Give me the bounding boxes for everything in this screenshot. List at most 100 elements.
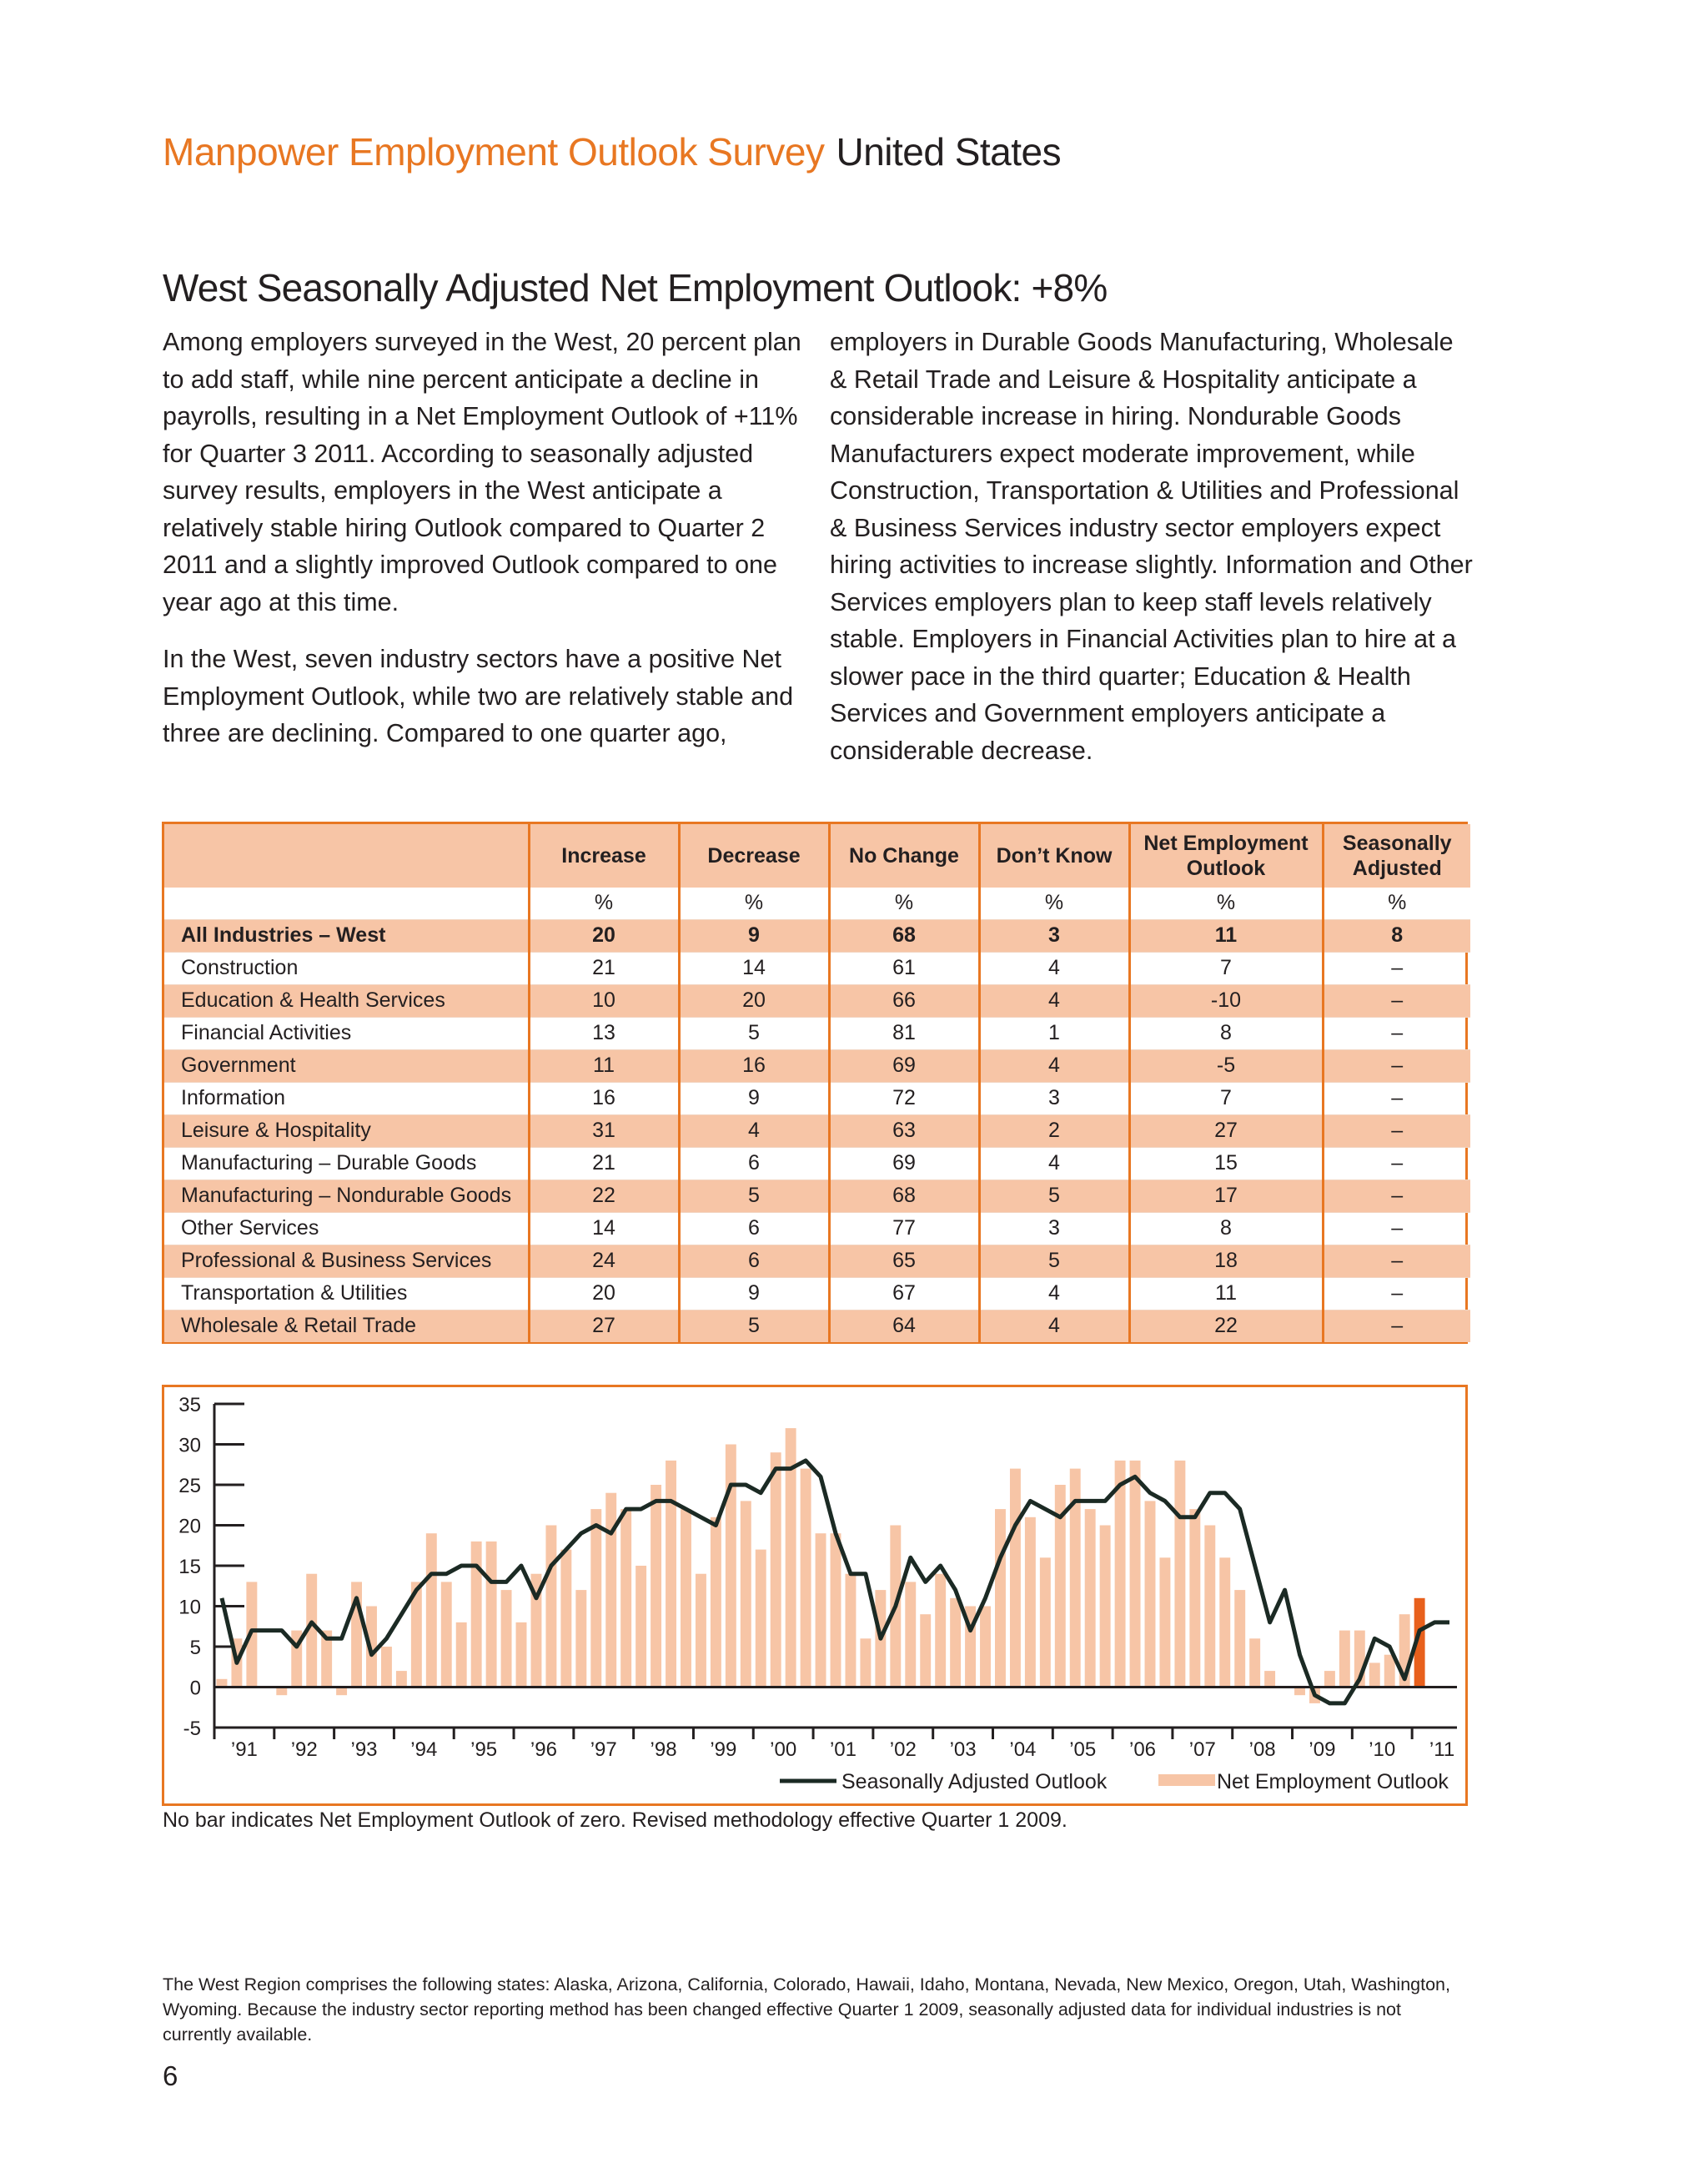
y-tick-label: 30 — [178, 1435, 201, 1457]
table-cell: 4 — [977, 1049, 1129, 1082]
column-header: Decrease — [677, 824, 829, 888]
table-cell: 11 — [1128, 1276, 1323, 1310]
table-cell: 5 — [677, 1309, 829, 1342]
unit-cell: % — [977, 888, 1129, 919]
y-tick-label: 35 — [178, 1394, 201, 1416]
table-cell: 6 — [677, 1146, 829, 1180]
bar — [500, 1590, 512, 1688]
bar — [1174, 1460, 1186, 1688]
bar — [755, 1549, 766, 1688]
table-cell: 69 — [827, 1146, 979, 1180]
bar — [336, 1687, 348, 1696]
x-tick-label: ’09 — [1309, 1738, 1335, 1761]
unit-cell: % — [677, 888, 829, 919]
bar — [950, 1597, 962, 1688]
table-row: Wholesale & Retail Trade 27 5 64 4 22– — [164, 1309, 1470, 1342]
table-cell: 77 — [827, 1211, 979, 1245]
legend-label: Net Employment Outlook — [1217, 1770, 1449, 1793]
unit-cell: % — [827, 888, 979, 919]
table-cell: 7 — [1128, 951, 1323, 984]
bar — [1264, 1671, 1276, 1688]
bar — [1189, 1509, 1201, 1688]
table-cell: 20 — [527, 1276, 679, 1310]
bar — [216, 1678, 228, 1688]
bar — [306, 1573, 318, 1688]
table-cell: -5 — [1128, 1049, 1323, 1082]
table-cell: 4 — [977, 983, 1129, 1017]
x-tick-label: ’00 — [770, 1738, 796, 1761]
table-row: Other Services 14 6 77 3 8– — [164, 1211, 1470, 1245]
row-label: Transportation & Utilities — [164, 1276, 529, 1310]
bar — [1009, 1468, 1021, 1688]
bar — [1099, 1525, 1111, 1688]
bar — [1204, 1525, 1216, 1688]
bar — [1294, 1687, 1305, 1696]
unit-cell — [164, 888, 529, 919]
bar — [276, 1687, 288, 1696]
x-tick-label: ’96 — [530, 1738, 557, 1761]
bar — [1054, 1485, 1066, 1688]
chart-svg: 35 30 25 20 15 10 5 0 -5 ’91 ’92 ’93 ’94 ’95 ’96 ’97 ’98… — [178, 1394, 1457, 1793]
bar — [455, 1622, 467, 1688]
table-cell: – — [1321, 1016, 1470, 1049]
x-tick-label: ’08 — [1249, 1738, 1276, 1761]
unit-cell: % — [1128, 888, 1323, 919]
table-cell: – — [1321, 1179, 1470, 1212]
unit-cell: % — [1321, 888, 1470, 919]
body-paragraph: Among employers surveyed in the West, 20… — [163, 328, 801, 616]
table-cell: 68 — [827, 1179, 979, 1212]
column-header: No Change — [827, 824, 979, 888]
bar — [1219, 1557, 1231, 1688]
table-cell: 4 — [977, 1309, 1129, 1342]
bar — [1069, 1468, 1081, 1688]
table-cell: 20 — [527, 918, 679, 952]
bar — [830, 1533, 841, 1688]
table-units-row: % % % % % % — [164, 888, 1470, 919]
bar — [485, 1541, 497, 1688]
table-cell: 7 — [1128, 1081, 1323, 1114]
table-cell: 69 — [827, 1049, 979, 1082]
table-cell: 18 — [1128, 1244, 1323, 1277]
bar — [1114, 1460, 1126, 1688]
table-cell: 3 — [977, 918, 1129, 952]
table-row: Information 16 9 72 3 7– — [164, 1081, 1470, 1114]
y-tick-label: 10 — [178, 1597, 201, 1619]
bar — [1384, 1654, 1395, 1688]
table-cell: 31 — [527, 1114, 679, 1147]
row-label: Education & Health Services — [164, 983, 529, 1017]
bar — [815, 1533, 826, 1688]
bar — [425, 1533, 437, 1688]
column-header: Increase — [527, 824, 679, 888]
x-tick-label: ’11 — [1429, 1738, 1454, 1761]
table-cell: 81 — [827, 1016, 979, 1049]
bar — [725, 1444, 736, 1688]
footnote: The West Region comprises the following … — [163, 1974, 1450, 2045]
bar — [1039, 1557, 1051, 1688]
bar — [860, 1638, 872, 1688]
table-cell: – — [1321, 983, 1470, 1017]
bar — [770, 1452, 781, 1688]
bar — [1084, 1509, 1096, 1688]
row-label: Manufacturing – Nondurable Goods — [164, 1179, 529, 1212]
column-header: Seasonally Adjusted — [1321, 824, 1470, 888]
unit-cell: % — [527, 888, 679, 919]
table-row: Professional & Business Services 24 6 65 5 18… — [164, 1244, 1470, 1277]
table-row: Manufacturing – Nondurable Goods 22 5 68 5 17… — [164, 1179, 1470, 1212]
table-cell: 72 — [827, 1081, 979, 1114]
bar — [575, 1590, 587, 1688]
bar — [620, 1509, 632, 1688]
bar — [1414, 1597, 1425, 1688]
bar — [1234, 1590, 1246, 1688]
table-row: All Industries – West 20 9 68 3 11 8 — [164, 918, 1470, 952]
industry-outlook-table: Increase Decrease No Change Don’t Know N… — [162, 822, 1470, 1344]
body-paragraph: In the West, seven industry sectors have… — [163, 645, 794, 747]
table-cell: – — [1321, 1146, 1470, 1180]
x-tick-label: ’93 — [351, 1738, 378, 1761]
table-cell: 61 — [827, 951, 979, 984]
table-cell: 27 — [527, 1309, 679, 1342]
table-cell: 21 — [527, 951, 679, 984]
chart-note: No bar indicates Net Employment Outlook … — [163, 1808, 1068, 1832]
bar — [605, 1492, 617, 1688]
bar — [1144, 1501, 1156, 1688]
bar — [530, 1573, 542, 1688]
